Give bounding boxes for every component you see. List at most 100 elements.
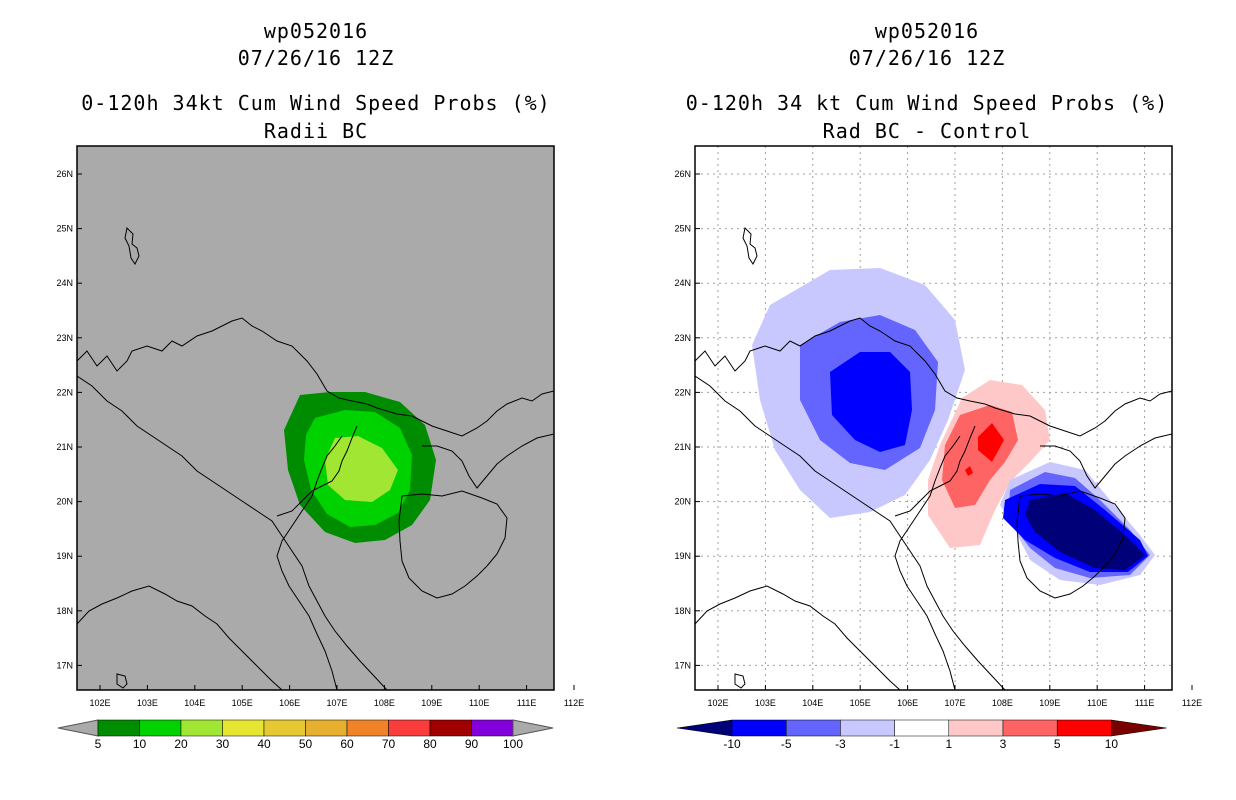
left-map-panel: 102E 103E 104E 105E 106E 107E 108E 109E 110E 111E…	[56, 145, 584, 708]
left-lat-label: 21N	[56, 442, 73, 452]
colorbar-swatch	[894, 719, 950, 737]
right-lon-label: 108E	[992, 698, 1013, 708]
right-lat-label: 24N	[674, 278, 691, 288]
left-lat-label: 24N	[56, 278, 73, 288]
colorbar-label: 50	[299, 737, 313, 751]
colorbar-swatch	[180, 719, 223, 737]
colorbar-swatch	[429, 719, 472, 737]
left-lon-label: 108E	[374, 698, 395, 708]
left-datetime: 07/26/16 12Z	[237, 46, 395, 70]
left-lat-label: 20N	[56, 497, 73, 507]
colorbar-label: 40	[257, 737, 271, 751]
left-product-title: 0-120h 34kt Cum Wind Speed Probs (%)	[81, 91, 551, 115]
diff-contour-neg5	[830, 352, 912, 452]
right-lon-label: 102E	[707, 698, 728, 708]
right-lat-label: 21N	[674, 442, 691, 452]
colorbar-label: -3	[835, 737, 846, 751]
left-lat-label: 23N	[56, 333, 73, 343]
left-lon-label: 104E	[184, 698, 205, 708]
colorbar-swatch	[1002, 719, 1058, 737]
colorbar-swatch	[471, 719, 514, 737]
left-lon-label: 112E	[564, 698, 584, 708]
colorbar-label: 3	[1000, 737, 1007, 751]
colorbar-label: 5	[1054, 737, 1061, 751]
colorbar-label: 90	[465, 737, 479, 751]
colorbar-swatch	[305, 719, 348, 737]
right-lat-label: 19N	[674, 551, 691, 561]
colorbar-low-triangle	[57, 719, 99, 737]
colorbar-swatch	[731, 719, 787, 737]
colorbar-swatch	[948, 719, 1004, 737]
right-lat-label: 18N	[674, 606, 691, 616]
right-lon-label: 105E	[850, 698, 871, 708]
right-lon-label: 109E	[1039, 698, 1060, 708]
colorbar-label: -5	[781, 737, 792, 751]
colorbar-swatch	[1056, 719, 1112, 737]
colorbar-label: 1	[945, 737, 952, 751]
colorbar-swatch	[222, 719, 265, 737]
right-lon-label: 111E	[1135, 698, 1155, 708]
colorbar-label: 30	[216, 737, 230, 751]
left-lon-label: 111E	[517, 698, 537, 708]
left-lon-axis: 102E 103E 104E 105E 106E 107E 108E 109E 110E 111E…	[89, 685, 584, 708]
colorbar-high-triangle	[512, 719, 554, 737]
left-lat-axis: 26N 25N 24N 23N 22N 21N 20N 19N 18N 17N	[56, 169, 82, 670]
right-lat-label: 17N	[674, 660, 691, 670]
left-lon-label: 109E	[421, 698, 442, 708]
colorbar-swatch	[785, 719, 841, 737]
right-lon-label: 106E	[897, 698, 918, 708]
colorbar-label: 70	[382, 737, 396, 751]
right-datetime: 07/26/16 12Z	[848, 46, 1006, 70]
left-lon-label: 102E	[89, 698, 110, 708]
colorbar-swatch	[388, 719, 431, 737]
right-storm-id: wp052016	[874, 19, 980, 43]
left-lat-label: 19N	[56, 551, 73, 561]
prob-contour-20	[325, 436, 398, 502]
left-map-frame	[76, 145, 555, 691]
left-lat-label: 22N	[56, 387, 73, 397]
right-lon-label: 112E	[1182, 698, 1202, 708]
left-lat-label: 25N	[56, 224, 73, 234]
left-lon-label: 107E	[326, 698, 347, 708]
right-lon-axis: 102E 103E 104E 105E 106E 107E 108E 109E 110E 111E…	[707, 685, 1202, 708]
right-map-panel: 102E 103E 104E 105E 106E 107E 108E 109E 110E 111E…	[674, 145, 1202, 708]
colorbar-label: 80	[423, 737, 437, 751]
right-lat-label: 22N	[674, 387, 691, 397]
colorbar-swatch	[97, 719, 140, 737]
right-lon-label: 110E	[1087, 698, 1107, 708]
colorbar-high-triangle	[1111, 719, 1167, 737]
right-lon-label: 107E	[944, 698, 965, 708]
right-colorbar: -10 -5 -3 -1 1 3 5 10	[676, 719, 1167, 751]
left-subtitle: Radii BC	[263, 119, 369, 143]
right-lon-label: 104E	[802, 698, 823, 708]
colorbar-label: 100	[503, 737, 523, 751]
right-subtitle: Rad BC - Control	[822, 119, 1032, 143]
colorbar-label: 60	[340, 737, 354, 751]
colorbar-swatch	[346, 719, 389, 737]
left-storm-id: wp052016	[263, 19, 369, 43]
right-lat-label: 23N	[674, 333, 691, 343]
colorbar-label: 5	[95, 737, 102, 751]
left-lat-label: 17N	[56, 660, 73, 670]
left-lon-label: 106E	[279, 698, 300, 708]
right-lat-axis: 26N 25N 24N 23N 22N 21N 20N 19N 18N 17N	[674, 169, 700, 670]
colorbar-swatch	[263, 719, 306, 737]
colorbar-swatch	[139, 719, 182, 737]
diff-contour-pos3	[942, 405, 1018, 508]
left-colorbar: 5 10 20 30 40 50 60 70 80 90 100	[57, 719, 554, 751]
diff-contour-pos5	[978, 423, 1004, 462]
right-lat-label: 25N	[674, 224, 691, 234]
colorbar-low-triangle	[676, 719, 733, 737]
colorbar-label: 10	[1105, 737, 1119, 751]
right-product-title: 0-120h 34 kt Cum Wind Speed Probs (%)	[685, 91, 1169, 115]
left-lon-label: 103E	[137, 698, 158, 708]
right-lon-label: 103E	[755, 698, 776, 708]
right-lat-label: 20N	[674, 497, 691, 507]
colorbar-label: -10	[723, 737, 741, 751]
left-lon-label: 110E	[469, 698, 489, 708]
diff-contour-neg10-se	[1025, 493, 1145, 570]
left-lat-label: 18N	[56, 606, 73, 616]
right-map-frame	[694, 145, 1173, 691]
diff-contour-pos5-small	[965, 466, 973, 476]
